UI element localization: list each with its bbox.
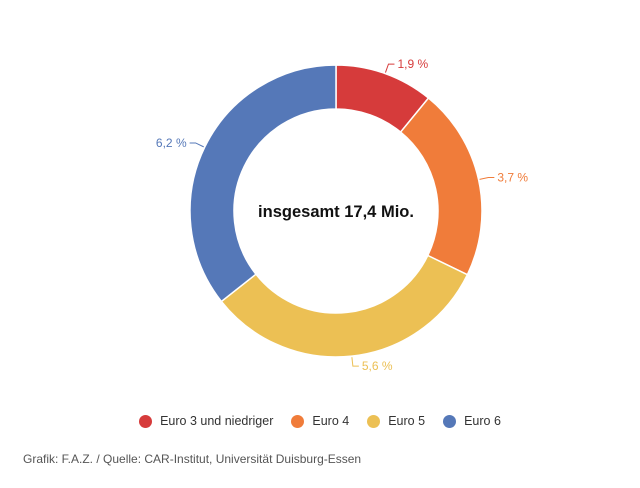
center-label: insgesamt 17,4 Mio. xyxy=(258,203,414,221)
slice-labels: 1,9 % 3,7 % 5,6 % 6,2 % xyxy=(156,57,528,373)
label-connector xyxy=(384,63,395,73)
legend-label: Euro 3 und niedriger xyxy=(160,414,274,428)
slice-value-label: 1,9 % xyxy=(397,57,428,71)
legend-marker xyxy=(443,414,457,428)
label-connector xyxy=(189,142,204,148)
donut-slice[interactable] xyxy=(220,254,469,358)
legend-item-euro-5[interactable]: Euro 5 xyxy=(363,414,429,428)
legend-item-euro-4[interactable]: Euro 4 xyxy=(287,414,353,428)
donut-slice[interactable] xyxy=(189,64,337,303)
legend-label: Euro 4 xyxy=(312,414,350,428)
chart-legend: Euro 3 und niedriger Euro 4 Euro 5 Euro … xyxy=(0,414,640,428)
donut-slices xyxy=(189,64,483,358)
legend-label: Euro 6 xyxy=(464,414,501,428)
legend-item-euro-3[interactable]: Euro 3 und niedriger xyxy=(135,414,277,428)
slice-value-label: 6,2 % xyxy=(156,136,187,150)
label-connector xyxy=(479,176,495,180)
slice-value-label: 5,6 % xyxy=(362,359,393,373)
donut-chart: 1,9 % 3,7 % 5,6 % 6,2 % insgesamt 17,4 Mio. xyxy=(156,57,528,373)
slice-value-label: 3,7 % xyxy=(497,170,528,184)
legend-item-euro-6[interactable]: Euro 6 xyxy=(439,414,505,428)
label-connector xyxy=(351,357,359,367)
label-connectors xyxy=(189,63,495,367)
legend-marker xyxy=(367,414,381,428)
legend-marker xyxy=(139,414,153,428)
donut-slice[interactable] xyxy=(399,96,483,276)
legend-label: Euro 5 xyxy=(388,414,426,428)
source-note: Grafik: F.A.Z. / Quelle: CAR-Institut, U… xyxy=(23,452,362,466)
legend-marker xyxy=(291,414,305,428)
